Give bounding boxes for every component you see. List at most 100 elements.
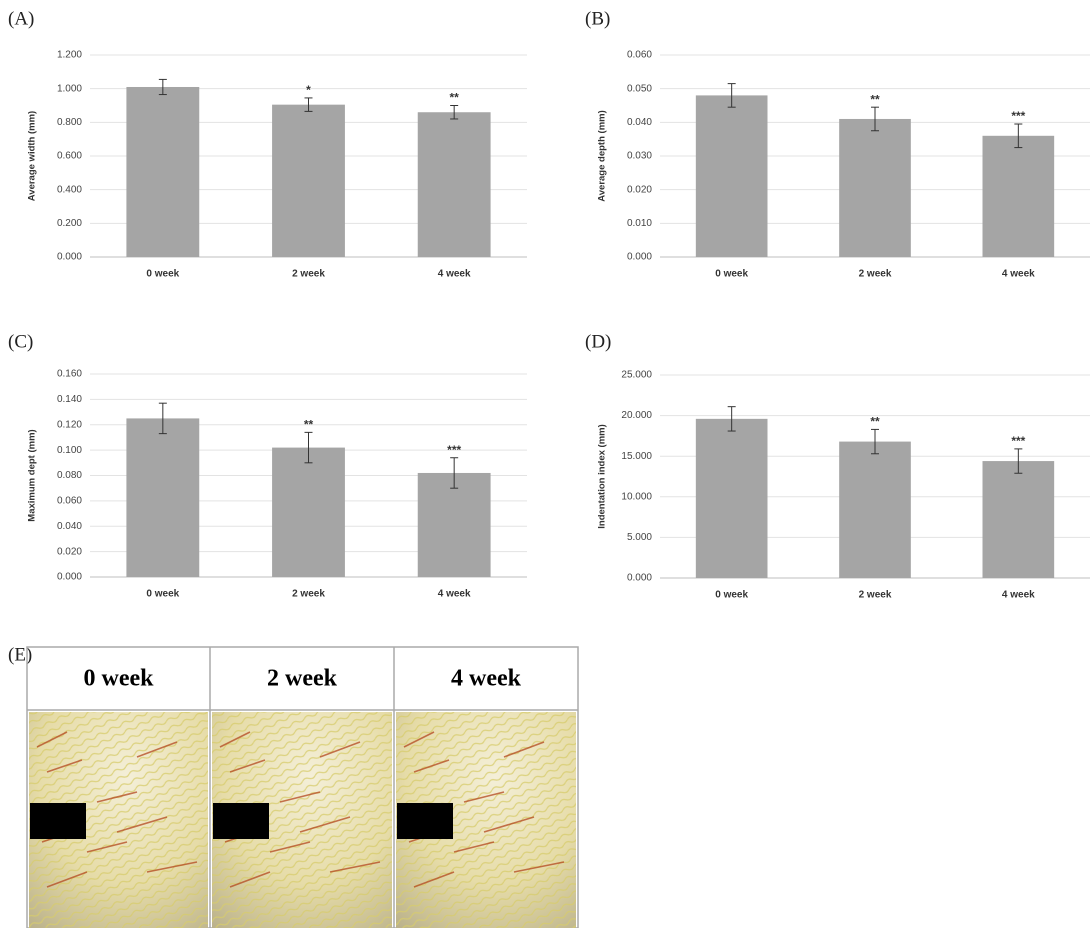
panel-label: (D) [585, 331, 611, 352]
y-tick-label: 0.140 [57, 394, 82, 405]
y-tick-label: 0.000 [627, 252, 652, 263]
x-tick-label: 0 week [146, 269, 179, 280]
panel-label: (A) [8, 8, 34, 29]
y-tick-label: 0.200 [57, 218, 82, 229]
crease [413, 759, 450, 773]
x-tick-label: 0 week [715, 269, 748, 280]
skin-photo [29, 712, 208, 928]
x-tick-label: 4 week [1002, 269, 1035, 280]
bar [982, 135, 1055, 257]
crease [329, 861, 381, 873]
crease [463, 791, 505, 803]
crease [86, 841, 128, 853]
x-tick-label: 0 week [715, 590, 748, 601]
significance-label: ** [304, 418, 314, 432]
y-tick-label: 0.400 [57, 184, 82, 195]
y-tick-label: 0.020 [627, 184, 652, 195]
crease [483, 816, 535, 833]
x-tick-label: 2 week [859, 269, 892, 280]
crease [503, 741, 545, 758]
crease [46, 759, 83, 773]
significance-label: ** [449, 91, 459, 105]
bar [982, 461, 1055, 578]
y-axis-title: Average depth (mm) [597, 110, 608, 202]
significance-label: *** [447, 443, 461, 457]
y-tick-label: 0.060 [57, 496, 82, 507]
y-tick-label: 0.000 [57, 252, 82, 263]
crease [279, 791, 321, 803]
y-tick-label: 0.160 [57, 369, 82, 380]
bar [417, 472, 491, 577]
x-tick-label: 4 week [1002, 590, 1035, 601]
crease [403, 731, 435, 748]
significance-label: * [306, 83, 311, 97]
y-tick-label: 0.030 [627, 151, 652, 162]
y-tick-label: 0.000 [57, 572, 82, 583]
redaction [213, 803, 269, 839]
crease [269, 841, 311, 853]
y-tick-label: 0.100 [57, 445, 82, 456]
table-border [26, 646, 579, 928]
crease [146, 861, 198, 873]
column-header: 0 week [84, 666, 155, 692]
y-axis-title: Indentation index (mm) [597, 424, 608, 529]
crease [229, 871, 271, 888]
y-tick-label: 1.200 [57, 50, 82, 61]
crease [46, 871, 88, 888]
y-tick-label: 15.000 [621, 451, 652, 462]
bar [126, 86, 200, 257]
x-tick-label: 0 week [146, 589, 179, 600]
crease [219, 731, 251, 748]
crease [513, 861, 565, 873]
y-tick-label: 0.040 [57, 521, 82, 532]
panel-label: (E) [8, 644, 32, 665]
skin-photo [396, 712, 576, 928]
y-tick-label: 0.600 [57, 151, 82, 162]
y-tick-label: 0.800 [57, 117, 82, 128]
y-tick-label: 0.020 [57, 546, 82, 557]
y-tick-label: 20.000 [621, 410, 652, 421]
column-header: 4 week [451, 666, 522, 692]
y-tick-label: 5.000 [627, 532, 652, 543]
y-tick-label: 0.000 [627, 573, 652, 584]
bar [126, 418, 200, 577]
y-axis-title: Average width (mm) [27, 111, 38, 201]
x-tick-label: 2 week [292, 589, 325, 600]
y-tick-label: 0.120 [57, 419, 82, 430]
bar [839, 118, 911, 257]
redaction [30, 803, 86, 839]
y-axis-title: Maximum dept (mm) [27, 429, 38, 521]
y-tick-label: 0.080 [57, 470, 82, 481]
bar [695, 418, 768, 578]
y-tick-label: 1.000 [57, 83, 82, 94]
panel-label: (B) [585, 8, 610, 29]
significance-label: *** [1011, 434, 1025, 448]
crease [96, 791, 138, 803]
x-tick-label: 2 week [292, 269, 325, 280]
significance-label: ** [870, 92, 880, 106]
crease [453, 841, 495, 853]
crease [136, 741, 178, 758]
crease [319, 741, 361, 758]
y-tick-label: 25.000 [621, 370, 652, 381]
y-tick-label: 0.010 [627, 218, 652, 229]
bar [839, 441, 911, 578]
panel-label: (C) [8, 331, 33, 352]
bar [695, 95, 768, 258]
skin-photo [212, 712, 392, 928]
crease [413, 871, 455, 888]
x-tick-label: 2 week [859, 590, 892, 601]
x-tick-label: 4 week [438, 269, 471, 280]
redaction [397, 803, 453, 839]
significance-label: ** [870, 415, 880, 429]
bar [417, 112, 491, 257]
bar [272, 104, 345, 258]
y-tick-label: 0.050 [627, 83, 652, 94]
crease [299, 816, 351, 833]
crease [36, 731, 68, 748]
significance-label: *** [1011, 109, 1025, 123]
y-tick-label: 10.000 [621, 491, 652, 502]
column-header: 2 week [267, 666, 338, 692]
y-tick-label: 0.040 [627, 117, 652, 128]
